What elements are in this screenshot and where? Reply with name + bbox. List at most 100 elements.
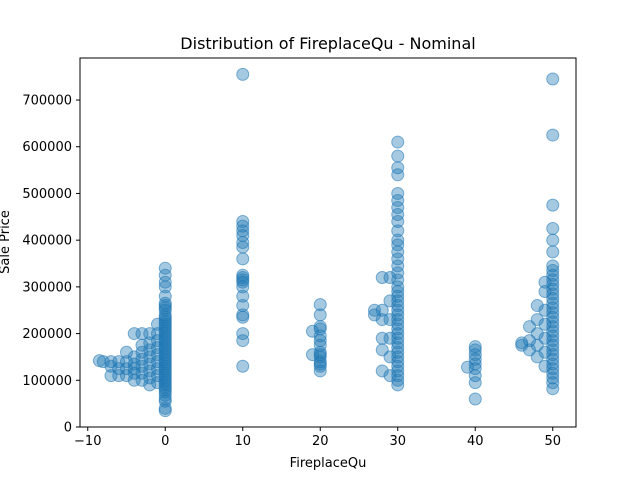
scatter-point: [158, 268, 172, 282]
scatter-point: [546, 376, 560, 390]
y-tick-label: 500000: [22, 187, 72, 202]
x-tick-label: 50: [544, 434, 561, 449]
scatter-point: [158, 261, 172, 275]
scatter-point: [546, 259, 560, 273]
scatter-point: [143, 350, 157, 364]
scatter-point: [523, 334, 536, 348]
scatter-point: [391, 317, 405, 331]
scatter-point: [143, 343, 157, 357]
scatter-point: [313, 298, 327, 312]
scatter-point: [538, 275, 552, 289]
scatter-point: [546, 72, 560, 86]
scatter-point: [538, 317, 552, 331]
scatter-point: [236, 67, 250, 81]
scatter-point: [546, 128, 560, 142]
scatter-point: [391, 303, 405, 317]
y-axis-label: Sale Price: [0, 210, 13, 274]
x-tick-label: 40: [467, 434, 484, 449]
scatter-point: [135, 345, 149, 359]
scatter-point: [104, 369, 118, 383]
scatter-point: [468, 357, 482, 371]
y-tick-label: 300000: [22, 280, 72, 295]
scatter-point: [151, 317, 164, 331]
scatter-point: [391, 200, 405, 214]
chart-title: Distribution of FireplaceQu - Nominal: [180, 34, 475, 53]
scatter-point: [151, 362, 164, 376]
scatter-point: [306, 348, 319, 362]
y-tick-label: 400000: [22, 234, 72, 249]
y-tick-label: 100000: [22, 374, 72, 389]
scatter-point: [236, 268, 250, 282]
scatter-point: [391, 186, 405, 200]
scatter-point: [391, 336, 405, 350]
scatter-point: [538, 359, 552, 373]
scatter-point: [546, 362, 560, 376]
scatter-point: [391, 233, 405, 247]
scatter-point: [391, 341, 405, 355]
scatter-point: [236, 299, 250, 313]
scatter-point: [158, 296, 172, 310]
scatter-point: [546, 348, 560, 362]
scatter-point: [368, 308, 381, 322]
scatter-point: [151, 348, 164, 362]
scatter-point: [120, 345, 133, 359]
scatter-point: [306, 324, 319, 338]
scatter-point: [236, 289, 250, 303]
scatter-point: [391, 273, 405, 287]
scatter-point: [391, 359, 405, 373]
y-tick-label: 0: [64, 421, 72, 436]
scatter-point: [468, 376, 482, 390]
scatter-point: [461, 360, 474, 374]
scatter-point: [375, 271, 389, 285]
scatter-point: [546, 198, 560, 212]
scatter-point: [546, 301, 560, 315]
x-tick-label: 10: [234, 434, 251, 449]
scatter-point: [538, 303, 552, 317]
scatter-point: [546, 329, 560, 343]
scatter-point: [391, 214, 405, 228]
scatter-point: [158, 401, 172, 415]
scatter-point: [391, 299, 405, 313]
x-tick-label: 30: [389, 434, 406, 449]
scatter-point: [546, 371, 560, 385]
scatter-point: [391, 280, 405, 294]
x-tick-label: 20: [312, 434, 329, 449]
scatter-point: [313, 364, 327, 378]
scatter-point: [236, 219, 250, 233]
scatter-point: [143, 371, 157, 385]
scatter-point: [468, 352, 482, 366]
scatter-point: [143, 364, 157, 378]
scatter-point: [236, 359, 250, 373]
scatter-point: [391, 149, 405, 163]
x-tick-label: −10: [74, 434, 101, 449]
scatter-point: [383, 369, 397, 383]
scatter-point: [143, 357, 157, 371]
scatter-point: [151, 369, 164, 383]
scatter-point: [530, 299, 544, 313]
scatter-point: [313, 308, 327, 322]
scatter-point: [546, 343, 560, 357]
scatter-point: [127, 357, 141, 371]
scatter-point: [383, 294, 397, 308]
scatter-point: [158, 275, 172, 289]
scatter-point: [391, 266, 405, 280]
scatter-point: [375, 313, 389, 327]
scatter-point: [313, 329, 327, 343]
scatter-point: [546, 273, 560, 287]
scatter-point: [546, 306, 560, 320]
scatter-point: [391, 252, 405, 266]
scatter-point: [236, 308, 250, 322]
scatter-point: [523, 320, 536, 334]
scatter-point: [236, 228, 250, 242]
scatter-point: [546, 315, 560, 329]
scatter-point: [236, 327, 250, 341]
scatter-point: [368, 303, 381, 317]
y-tick-label: 600000: [22, 140, 72, 155]
scatter-point: [391, 161, 405, 175]
scatter-point: [158, 289, 172, 303]
x-axis-ticks: −10 0 10 20 30 40 50: [74, 427, 561, 449]
y-tick-label: 700000: [22, 94, 72, 109]
scatter-point: [391, 373, 405, 387]
scatter-point: [468, 343, 482, 357]
